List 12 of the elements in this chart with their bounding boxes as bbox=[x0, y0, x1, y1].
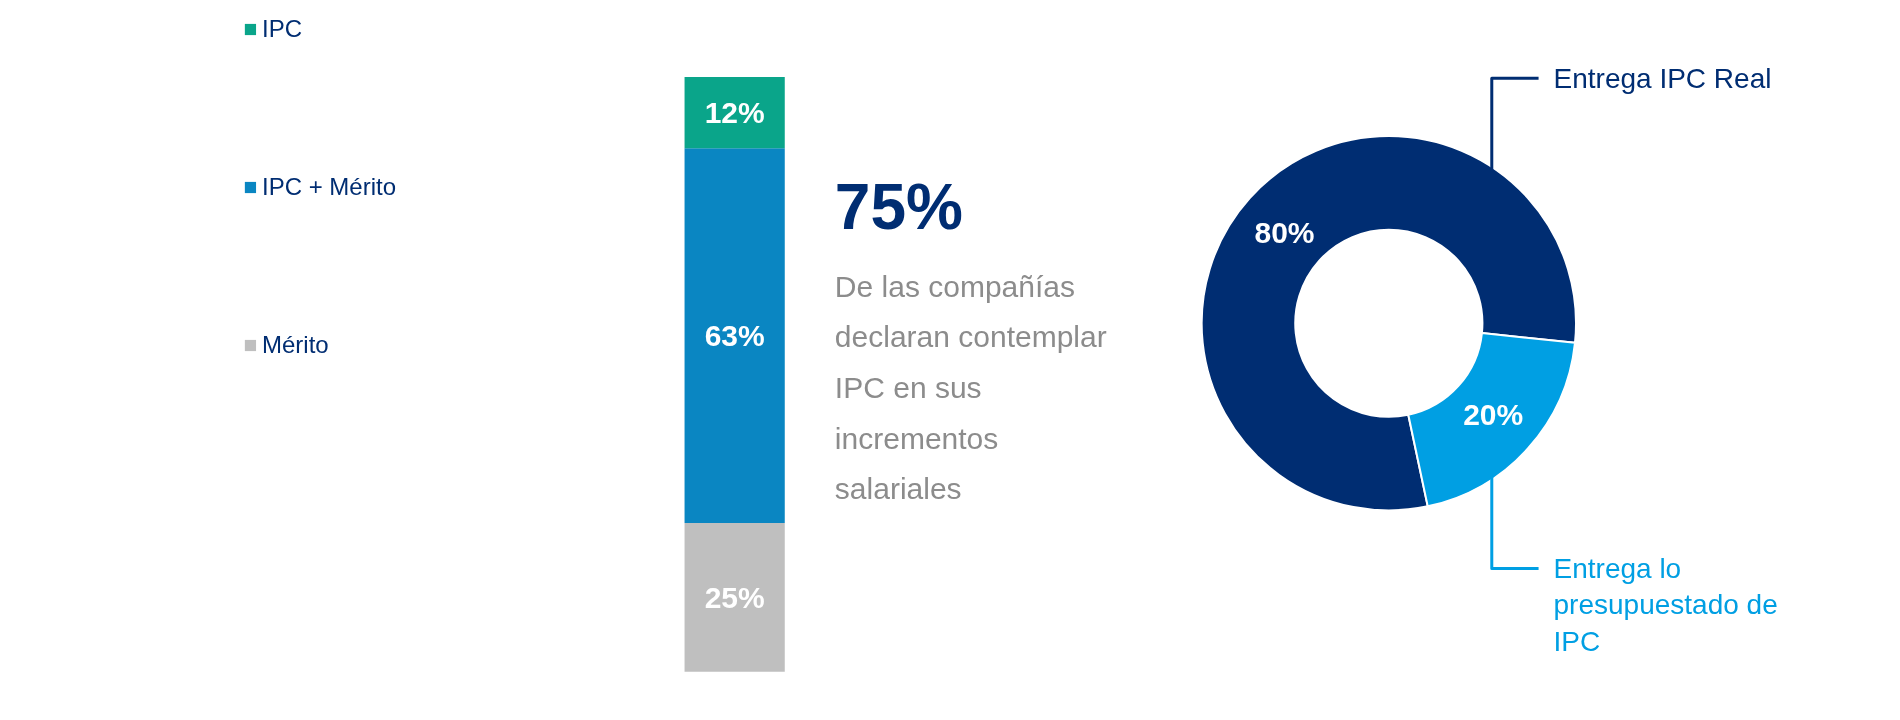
data-label: 25% bbox=[704, 580, 765, 614]
data-label: 12% bbox=[704, 96, 765, 130]
legend-label: Mérito bbox=[261, 331, 330, 359]
slice-label: Entrega lo presupuestado de IPC bbox=[1553, 552, 1778, 657]
legend-label: IPC bbox=[261, 15, 303, 43]
legend-label: IPC + Mérito bbox=[261, 173, 397, 201]
slice-label: Entrega IPC Real bbox=[1553, 62, 1772, 94]
data-label: 80% bbox=[1254, 215, 1315, 249]
data-label: 20% bbox=[1463, 397, 1524, 431]
text: 75% bbox=[834, 171, 963, 244]
text: De las compañías declaran contemplar IPC en sus incrementos salariales bbox=[834, 269, 1107, 506]
data-label: 63% bbox=[704, 319, 765, 353]
